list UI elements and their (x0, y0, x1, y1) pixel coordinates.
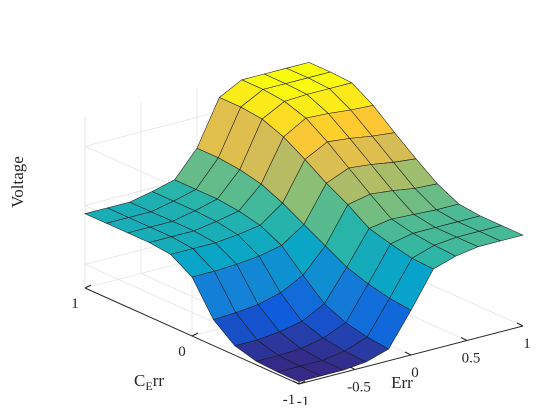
x-tick-mark (404, 351, 412, 356)
y-axis-label: CErr (134, 371, 164, 393)
y-tick-label: 1 (71, 296, 79, 312)
z-axis-label: Voltage (8, 156, 27, 208)
y-tick-label: 0 (178, 344, 186, 360)
surface-layer (84, 62, 524, 382)
x-tick-label: 0 (411, 365, 419, 381)
x-tick-mark (516, 322, 524, 327)
y-axis-label-tail: rr (153, 371, 165, 390)
y-axis-label-subscript: E (145, 379, 152, 393)
y-tick-mark (84, 284, 92, 289)
x-tick-label: -0.5 (347, 380, 371, 396)
y-tick-mark (191, 332, 199, 337)
x-tick-mark (292, 380, 300, 385)
label-layer: Voltage Err CErr (8, 156, 413, 393)
x-tick-label: -1 (297, 394, 310, 405)
y-axis-label-main: C (134, 371, 145, 390)
x-tick-label: 0.5 (462, 351, 481, 367)
x-axis-label: Err (391, 373, 413, 392)
x-tick-label: 1 (523, 336, 531, 352)
y-tick-label: -1 (283, 392, 296, 405)
x-tick-mark (460, 337, 468, 341)
y-tick-mark (298, 380, 306, 385)
surface-patch (478, 225, 524, 242)
axis-layer: -0.500.5-1-0.500.51-101 (71, 212, 531, 410)
